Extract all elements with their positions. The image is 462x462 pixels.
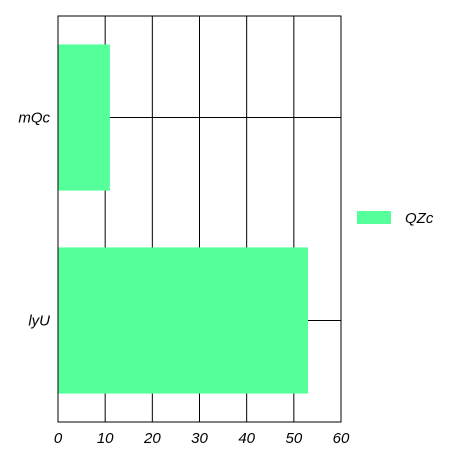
x-tick-label-5: 50 [285,430,302,447]
category-label-lyU: lyU [28,313,50,330]
y-axis-categories: mQc lyU [18,110,50,330]
x-tick-label-2: 20 [143,430,161,447]
legend-swatch-qzc [357,211,391,224]
bars [58,44,308,394]
legend-label-qzc: QZc [405,210,434,227]
bar-lyU [58,247,308,394]
plot-frame [57,15,342,423]
x-tick-label-6: 60 [333,430,350,447]
x-tick-label-1: 10 [97,430,114,447]
x-tick-label-0: 0 [54,430,63,447]
bar-mQc [58,44,110,191]
x-tick-label-4: 40 [238,430,255,447]
x-tick-label-3: 30 [191,430,208,447]
x-axis-ticks: 0 10 20 30 40 50 60 [54,430,350,447]
legend: QZc [357,210,434,227]
category-label-mQc: mQc [18,110,50,127]
